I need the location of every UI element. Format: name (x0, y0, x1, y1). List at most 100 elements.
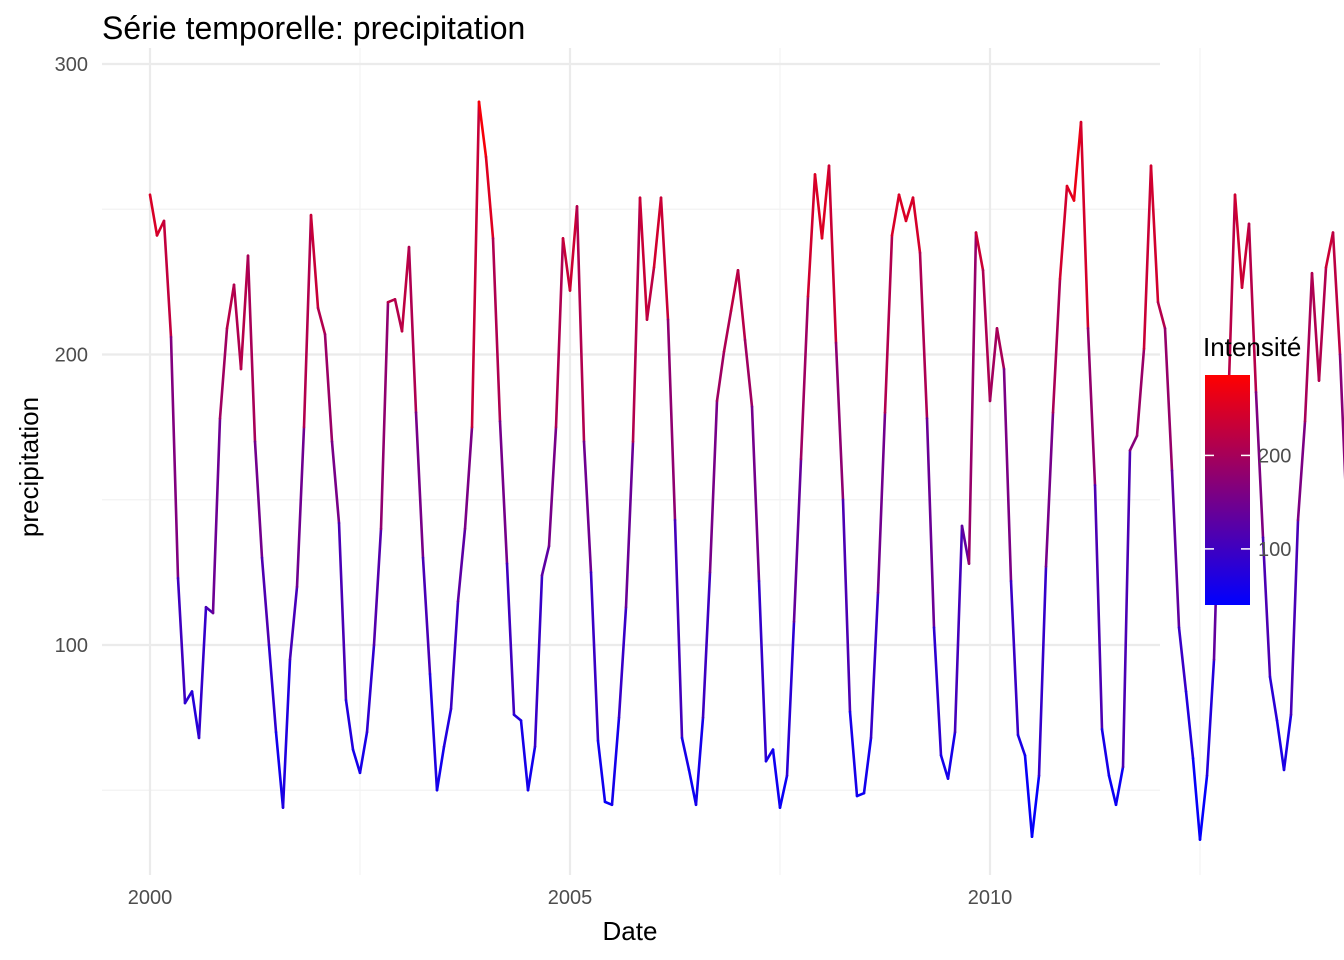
series-segment (169, 335, 180, 580)
series-segment (722, 309, 733, 353)
legend-colorbar (1205, 375, 1250, 605)
series-segment (1233, 193, 1244, 289)
series-segment (1065, 184, 1076, 202)
x-tick-label: 2005 (548, 887, 593, 909)
series-segment (918, 251, 929, 420)
series-segment (1051, 277, 1062, 414)
series-segment (197, 605, 208, 740)
series-segment (666, 318, 677, 522)
series-segment (876, 411, 887, 595)
series-segment (743, 338, 754, 409)
x-tick-labels: 20002005201020152020 (128, 887, 1013, 909)
series-segment (687, 768, 698, 807)
series-segment (1184, 690, 1195, 760)
series-segment (1086, 327, 1097, 487)
series-segment (1093, 483, 1104, 731)
series-segment (1009, 579, 1020, 737)
y-tick-label: 100 (55, 635, 88, 657)
series-segment (820, 164, 831, 240)
series-segment (764, 748, 775, 763)
series-segment (246, 254, 257, 443)
legend-tick-label: 100 (1258, 539, 1291, 561)
series-segment (449, 600, 460, 711)
series-segment (694, 716, 705, 807)
series-segment (435, 745, 446, 792)
series-segment (645, 266, 656, 321)
series-segment (1107, 774, 1118, 807)
series-segment (848, 710, 859, 798)
series-segment (1002, 367, 1013, 583)
series-segment (442, 707, 453, 748)
series-segment (253, 440, 264, 560)
series-segment (470, 100, 481, 429)
series-segment (988, 327, 999, 403)
series-segment (659, 196, 670, 321)
chart-title: Série temporelle: precipitation (102, 10, 525, 46)
legend-title: Intensité (1203, 332, 1301, 362)
series-segment (701, 571, 712, 719)
series-segment (1163, 327, 1174, 473)
series-segment (365, 643, 376, 734)
series-segment (1198, 774, 1209, 841)
series-segment (1282, 713, 1293, 772)
series-segment (596, 739, 607, 804)
series-segment (211, 417, 222, 615)
series-segment (1303, 271, 1314, 423)
series-segment (232, 283, 243, 371)
series-segment (183, 690, 194, 705)
series-segment (1324, 231, 1335, 269)
series-segment (631, 196, 642, 443)
series-segment (526, 745, 537, 792)
series-segment (827, 164, 838, 345)
series-segment (393, 298, 404, 333)
series-segment (932, 626, 943, 757)
series-segment (295, 425, 306, 589)
x-axis-title: Date (603, 916, 658, 946)
series-segment (1114, 765, 1125, 807)
series-segment (771, 748, 782, 809)
series-segment (505, 562, 516, 717)
series-segment (407, 245, 418, 414)
series-segment (1191, 756, 1202, 841)
series-segment (582, 440, 593, 574)
series-segment (1261, 536, 1272, 679)
series-segment (1079, 120, 1090, 330)
legend-tick-label: 200 (1258, 445, 1291, 467)
series-segment (1177, 626, 1188, 693)
series-segment (281, 658, 292, 809)
series-segment (1317, 266, 1328, 382)
series-segment (1121, 449, 1132, 769)
series-segment (638, 196, 649, 321)
series-segment (512, 713, 523, 722)
series-segment (540, 544, 551, 577)
series-segment (1072, 120, 1083, 202)
series-segment (904, 196, 915, 223)
series-segment (729, 268, 740, 313)
y-axis-title: precipitation (14, 397, 44, 537)
series-segment (862, 736, 873, 795)
series-segment (554, 237, 565, 429)
series-segment (1275, 719, 1286, 772)
series-segment (869, 591, 880, 740)
series-segment (477, 100, 488, 159)
series-segment (561, 237, 572, 292)
series-segment (750, 405, 761, 583)
series-segment (260, 556, 271, 647)
series-segment (400, 245, 411, 333)
series-segment (491, 237, 502, 423)
series-segment (309, 213, 320, 310)
series-segment (1149, 164, 1160, 304)
series-segment (176, 576, 187, 705)
series-segment (463, 425, 474, 531)
series-segment (358, 730, 369, 775)
series-segment (456, 527, 467, 603)
series-segment (274, 730, 285, 809)
series-segment (883, 234, 894, 414)
series-segment (1058, 184, 1069, 281)
series-segment (792, 457, 803, 624)
series-segment (519, 719, 530, 792)
series-segment (680, 736, 691, 772)
series-segment (498, 420, 509, 565)
